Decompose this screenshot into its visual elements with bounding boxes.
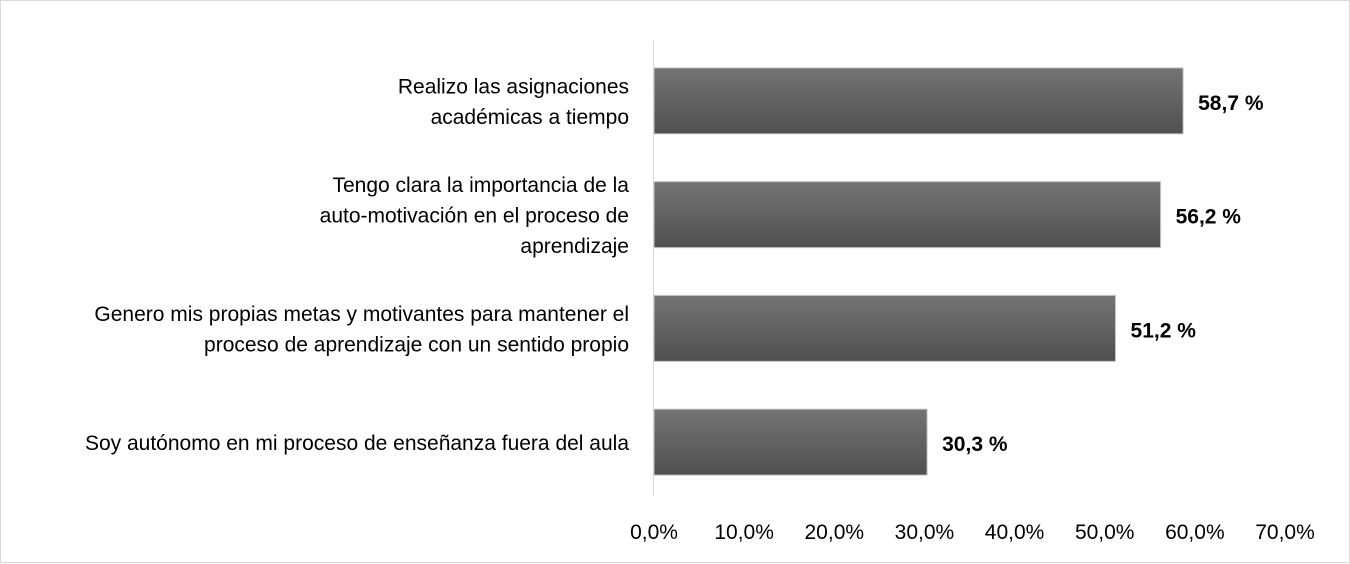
category-label: Soy autónomo en mi proceso de enseñanza … (85, 432, 629, 455)
data-label: 30,3 % (942, 433, 1008, 456)
category-label: Realizo las asignaciones (398, 76, 629, 99)
bar (653, 408, 928, 476)
data-label: 58,7 % (1198, 92, 1264, 115)
bar (653, 294, 1117, 362)
bar (653, 181, 1162, 249)
x-tick-label: 10,0% (714, 521, 774, 544)
category-label: aprendizaje (520, 235, 629, 258)
x-tick-label: 60,0% (1165, 521, 1225, 544)
x-tick-label: 0,0% (630, 521, 678, 544)
category-label: académicas a tiempo (431, 106, 629, 129)
category-label: Tengo clara la importancia de la (332, 174, 629, 197)
x-tick-label: 30,0% (895, 521, 955, 544)
category-label: Genero mis propias metas y motivantes pa… (94, 303, 629, 326)
x-tick-label: 20,0% (805, 521, 865, 544)
category-label: proceso de aprendizaje con un sentido pr… (204, 334, 629, 357)
x-tick-label: 50,0% (1075, 521, 1135, 544)
data-label: 51,2 % (1131, 319, 1197, 342)
category-label: auto-motivación en el proceso de (320, 205, 629, 228)
data-label: 56,2 % (1176, 206, 1242, 229)
x-tick-label: 40,0% (985, 521, 1045, 544)
bar (653, 67, 1184, 135)
x-tick-label: 70,0% (1255, 521, 1315, 544)
